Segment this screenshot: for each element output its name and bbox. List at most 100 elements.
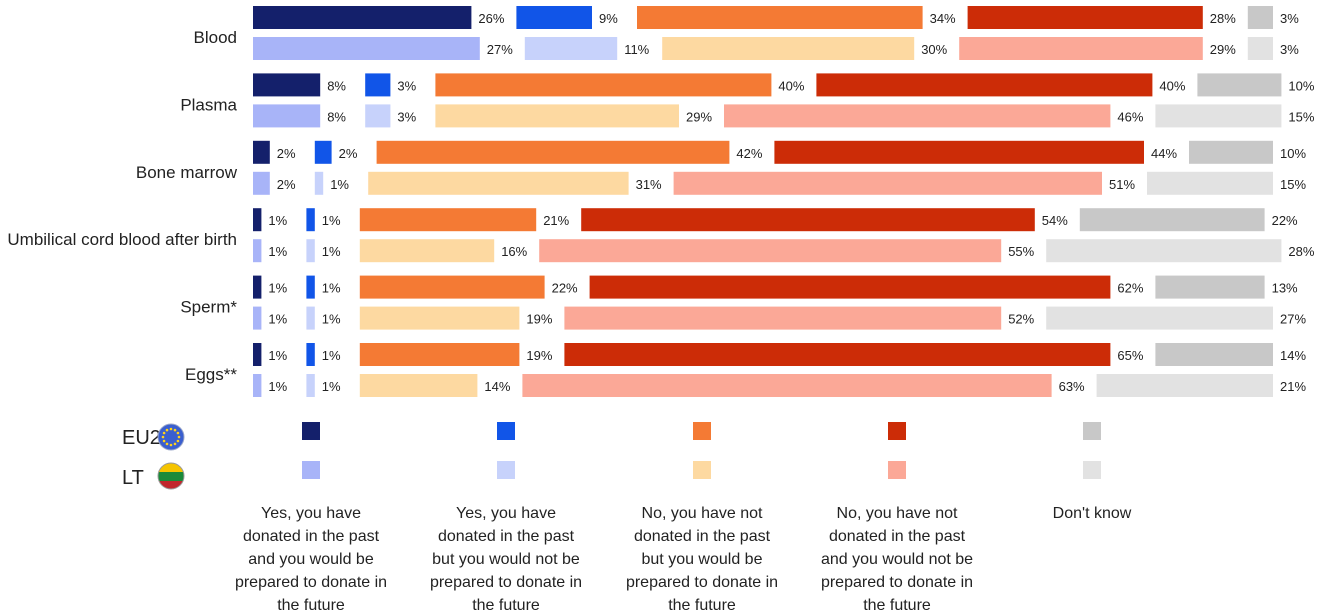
- data-label: 1%: [322, 379, 341, 394]
- bar-lt-series-2: [365, 104, 391, 128]
- data-label: 42%: [736, 146, 762, 161]
- bar-eu28-series-4: [581, 208, 1035, 232]
- data-label: 27%: [487, 42, 513, 57]
- data-label: 31%: [636, 177, 662, 192]
- data-label: 10%: [1288, 78, 1314, 93]
- bar-lt-series-3: [435, 104, 679, 128]
- category-label: Sperm*: [180, 298, 237, 317]
- data-label: 26%: [478, 11, 504, 26]
- bar-lt-series-3: [662, 37, 915, 60]
- legend-label: prepared to donate in: [235, 574, 387, 591]
- legend: EU28 LT Yes, you have donated in the past…: [122, 422, 1132, 614]
- bar-lt-series-3: [368, 171, 629, 195]
- legend-swatch-lt: [497, 461, 515, 479]
- legend-label: prepared to donate in: [430, 574, 582, 591]
- bar-eu28-series-2: [314, 140, 332, 164]
- bar-eu28-series-2: [365, 73, 391, 97]
- data-label: 15%: [1280, 177, 1306, 192]
- bar-eu28-series-1: [253, 140, 270, 164]
- bar-lt-series-5: [1247, 37, 1273, 60]
- bar-lt-series-4: [564, 306, 1002, 330]
- legend-swatch-lt: [1083, 461, 1101, 479]
- bar-lt-series-2: [306, 374, 315, 397]
- lithuania-flag-icon: [157, 462, 185, 490]
- bar-eu28-series-3: [637, 6, 923, 29]
- legend-row-eu28: EU28: [122, 423, 185, 451]
- category-group: Bone marrow 2% 2% 42% 44% 10% 2% 1% 31% 51% 15%: [136, 140, 1306, 195]
- data-label: 8%: [327, 109, 346, 124]
- bar-lt-series-4: [539, 239, 1002, 263]
- legend-swatch-eu28: [888, 422, 906, 440]
- legend-label: the future: [863, 597, 931, 614]
- legend-label: and you would not be: [821, 551, 973, 568]
- legend-label: Don't know: [1053, 505, 1132, 522]
- bar-lt-series-5: [1046, 239, 1282, 263]
- legend-swatch-eu28: [693, 422, 711, 440]
- bar-eu28-series-3: [376, 140, 730, 164]
- legend-label: prepared to donate in: [821, 574, 973, 591]
- data-label: 21%: [543, 213, 569, 228]
- data-label: 1%: [322, 213, 341, 228]
- legend-label: Yes, you have: [456, 505, 556, 522]
- eu-flag-icon: [157, 423, 185, 451]
- data-label: 30%: [921, 42, 947, 57]
- legend-label: prepared to donate in: [626, 574, 778, 591]
- legend-label: No, you have not: [837, 505, 959, 522]
- data-label: 40%: [1159, 78, 1185, 93]
- data-label: 29%: [686, 109, 712, 124]
- data-label: 65%: [1117, 348, 1143, 363]
- legend-swatch-eu28: [497, 422, 515, 440]
- bar-lt-series-3: [359, 239, 495, 263]
- category-label: Bone marrow: [136, 163, 238, 182]
- legend-label: but you would be: [642, 551, 763, 568]
- bar-eu28-series-2: [306, 208, 315, 232]
- bar-lt-series-1: [253, 374, 262, 397]
- legend-swatch-lt: [693, 461, 711, 479]
- bar-eu28-series-3: [359, 208, 537, 232]
- data-label: 14%: [1280, 348, 1306, 363]
- data-label: 1%: [322, 312, 341, 327]
- data-label: 11%: [624, 42, 649, 57]
- legend-label: No, you have not: [642, 505, 764, 522]
- data-label: 9%: [599, 11, 618, 26]
- bar-eu28-series-3: [359, 275, 545, 299]
- legend-swatch-lt: [888, 461, 906, 479]
- data-label: 62%: [1117, 281, 1143, 296]
- data-label: 3%: [1280, 42, 1299, 57]
- category-group: Eggs** 1% 1% 19% 65% 14% 1% 1% 14% 63% 21%: [185, 343, 1306, 397]
- legend-label: donated in the past: [829, 528, 966, 545]
- data-label: 55%: [1008, 244, 1034, 259]
- bar-eu28-series-4: [774, 140, 1144, 164]
- data-label: 2%: [339, 146, 358, 161]
- legend-label: but you would not be: [432, 551, 580, 568]
- bar-eu28-series-5: [1155, 343, 1273, 366]
- bar-lt-series-4: [673, 171, 1102, 195]
- bar-eu28-series-2: [306, 343, 315, 366]
- bar-eu28-series-4: [816, 73, 1153, 97]
- bar-eu28-series-1: [253, 6, 472, 29]
- legend-label: Yes, you have: [261, 505, 361, 522]
- data-label: 1%: [268, 244, 287, 259]
- data-label: 2%: [277, 146, 296, 161]
- category-label: Eggs**: [185, 365, 237, 384]
- legend-label: the future: [472, 597, 540, 614]
- data-label: 10%: [1280, 146, 1306, 161]
- data-label: 52%: [1008, 312, 1034, 327]
- bar-eu28-series-5: [1079, 208, 1265, 232]
- data-label: 3%: [1280, 11, 1299, 26]
- data-label: 1%: [268, 348, 287, 363]
- bar-eu28-series-1: [253, 73, 321, 97]
- category-group: Umbilical cord blood after birth 1% 1% 21% 5…: [7, 208, 1315, 263]
- bar-lt-series-5: [1147, 171, 1273, 195]
- chart-rows: Blood 26% 9% 34% 28% 3% 27% 11% 30% 29% 3% Plasma 8%…: [7, 6, 1315, 397]
- data-label: 1%: [268, 379, 287, 394]
- bar-eu28-series-5: [1189, 140, 1273, 164]
- data-label: 1%: [268, 213, 287, 228]
- data-label: 1%: [268, 312, 287, 327]
- data-label: 40%: [778, 78, 804, 93]
- bar-lt-series-2: [306, 306, 315, 330]
- data-label: 44%: [1151, 146, 1177, 161]
- data-label: 19%: [526, 348, 552, 363]
- data-label: 54%: [1042, 213, 1068, 228]
- category-group: Sperm* 1% 1% 22% 62% 13% 1% 1% 19% 52% 27%: [180, 275, 1306, 330]
